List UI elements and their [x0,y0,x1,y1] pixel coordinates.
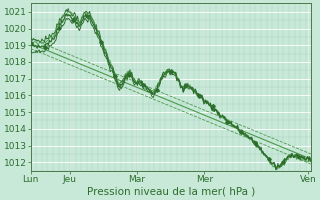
X-axis label: Pression niveau de la mer( hPa ): Pression niveau de la mer( hPa ) [86,187,255,197]
